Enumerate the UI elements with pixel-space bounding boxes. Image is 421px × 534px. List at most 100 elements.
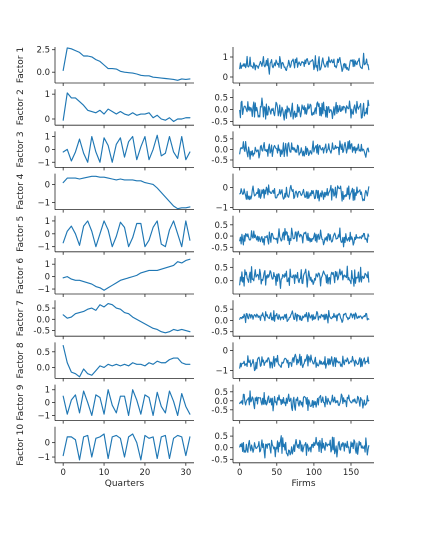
series-line-left-factor-7 [62,303,191,334]
panel-right-9: -0.50.00.5 [211,384,374,424]
y-tick-label: 0.0 [214,145,228,155]
y-tick-label: -0.5 [211,118,228,128]
series-line-left-factor-2 [62,92,191,123]
row-label: Factor 1 [16,47,26,83]
x-tick-label: 150 [343,468,359,478]
y-tick-label: 0.0 [214,316,228,326]
row-label: Factor 4 [16,173,26,209]
y-tick-label: 0 [45,399,50,409]
series-line-left-factor-1 [62,47,191,81]
panel-right-5: -0.50.00.5 [211,215,374,255]
y-tick-label: 0 [223,346,228,356]
panel-left-7: -0.5 0.00.5 [33,300,194,340]
y-tick-label: −1 [37,243,50,253]
y-tick-label: 0.5 [214,94,228,104]
panel-right-3: -0.50.00.5 [211,131,374,171]
series-line-left-factor-3 [62,134,191,163]
y-tick-label: 0 [45,145,50,155]
series-line-right-factor-2 [239,97,370,121]
y-tick-label: 0.0 [36,363,50,373]
x-tick-label: 10 [99,468,110,478]
row-label: Factor 7 [16,300,26,336]
y-tick-label: −1 [37,198,50,208]
y-tick-label: 0 [45,439,50,449]
y-tick-label: -0.5 [33,327,50,337]
y-tick-label: -0.5 [211,455,228,465]
y-tick-label: -0.5 [211,406,228,416]
y-tick-label: −1 [37,158,50,168]
row-label: Factor 6 [16,258,26,294]
row-label: Factor 5 [16,216,26,252]
series-line-left-factor-4 [62,175,191,210]
panel-right-7: -0.5 0.00.5 [211,300,374,340]
row-label: Factor 9 [16,384,26,420]
y-tick-label: 0.5 [214,432,228,442]
series-line-left-factor-8 [62,344,191,378]
panel-left-6: −1 0 1 [37,258,194,297]
panel-left-4: −1 0 [37,173,194,213]
y-tick-label: −1 [215,204,228,214]
series-line-right-factor-1 [239,52,370,75]
x-axis-label: Quarters [105,479,145,489]
y-tick-label: 0.5 [214,305,228,315]
y-tick-label: 0.0 [214,277,228,287]
series-line-right-factor-5 [239,227,370,248]
y-tick-label: 0 [223,184,228,194]
y-tick-label: 0.5 [214,263,228,273]
series-line-left-factor-10 [62,433,191,461]
y-tick-label: 0.5 [36,304,50,314]
y-tick-label: -0.5 [211,243,228,253]
series-line-right-factor-10 [239,435,370,459]
series-line-left-factor-5 [62,220,191,248]
series-line-right-factor-8 [239,353,370,372]
y-tick-label: 0 [45,230,50,240]
y-tick-label: 0.5 [36,348,50,358]
y-tick-label: −1 [37,285,50,295]
y-tick-label: 0.0 [214,444,228,454]
y-tick-label: −1 [37,411,50,421]
panel-right-6: 0.00.5 [214,258,374,297]
x-axis-label: Firms [291,479,315,489]
panel-right-8: −1 0 [215,342,374,382]
row-label: Factor 2 [16,89,26,125]
y-tick-label: 1 [45,90,50,100]
panel-left-8: 0.0 0.5 [36,342,194,382]
panel-left-1: 0.0 2.5 [36,46,194,86]
y-tick-label: 0 [223,73,228,83]
y-tick-label: 0.5 [214,135,228,145]
x-tick-label: 30 [180,468,191,478]
y-tick-label: 0 [45,115,50,125]
panel-right-4: −1 0 [215,173,374,214]
row-label: Factor 3 [16,131,26,167]
series-line-left-factor-6 [62,258,191,291]
y-tick-label: 1 [223,53,228,63]
y-tick-label: 0.5 [214,221,228,231]
series-line-right-factor-7 [239,310,370,324]
y-tick-label: 0.0 [36,68,50,78]
series-line-right-factor-9 [239,390,370,412]
y-tick-label: 1 [45,217,50,227]
y-tick-label: 2.5 [36,46,50,56]
y-tick-label: 0.0 [214,397,228,407]
y-tick-label: 0.5 [214,388,228,398]
panel-left-3: −1 0 1 [37,131,194,171]
panel-right-2: -0.5 0.0 0.5 [211,89,374,129]
panel-right-10: -0.50.0 0.5 0 50 100 150 [211,426,374,478]
panel-left-5: −1 0 1 [37,215,194,255]
x-tick-label: 20 [140,468,151,478]
y-tick-label: −1 [37,453,50,463]
y-tick-label: 0.0 [214,232,228,242]
y-tick-label: -0.5 [211,328,228,338]
y-tick-label: -0.5 [211,156,228,166]
row-label: Factor 8 [16,342,26,378]
y-tick-label: −1 [215,366,228,376]
y-tick-label: 1 [45,260,50,270]
series-line-right-factor-6 [239,265,370,289]
series-line-right-factor-3 [239,140,370,160]
row-label: Factor 10 [16,424,26,466]
panel-right-1: 01 [223,47,374,86]
y-tick-label: 0 [45,273,50,283]
y-tick-label: 0 [45,180,50,190]
y-tick-label: 0.0 [214,106,228,116]
